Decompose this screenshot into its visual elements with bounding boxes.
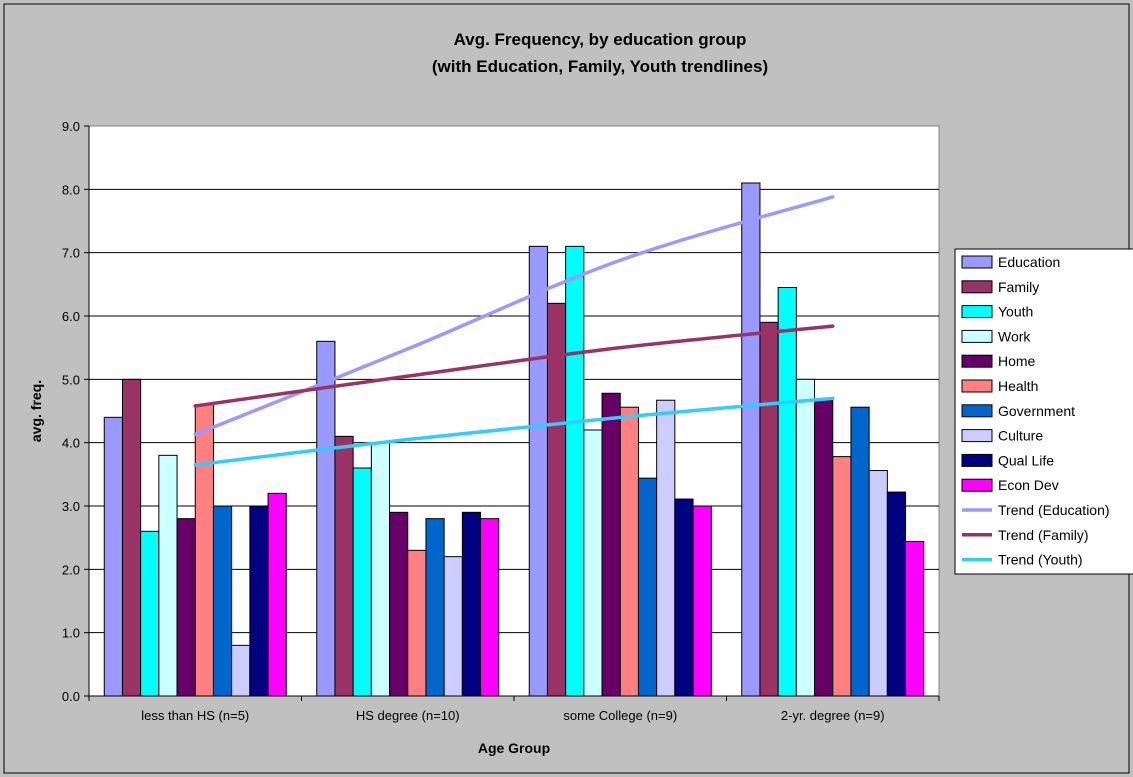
legend-entry: Work (998, 328, 1031, 344)
bar-work (158, 454, 178, 697)
x-tick-label: less than HS (n=5) (141, 708, 249, 723)
bar-home (814, 399, 834, 697)
legend-entry: Government (998, 403, 1075, 419)
bar-econ-dev (267, 492, 287, 697)
bar-youth (565, 245, 585, 697)
bar-culture (443, 556, 463, 697)
bar-qual-life (674, 498, 694, 697)
bar-youth (777, 287, 797, 697)
y-tick-label: 9.0 (62, 119, 80, 134)
y-tick-label: 4.0 (62, 436, 80, 451)
legend-entry: Home (998, 353, 1036, 369)
bar-econ-dev (905, 540, 925, 697)
bar-home (176, 518, 196, 697)
x-tick-labels: less than HS (n=5) HS degree (n=10) some C… (88, 696, 940, 723)
x-tick-label: some College (n=9) (563, 708, 677, 723)
legend-entry: Trend (Youth) (998, 552, 1083, 568)
legend-swatch (961, 478, 993, 492)
bar-family (334, 435, 354, 697)
y-tick-label: 7.0 (62, 246, 80, 261)
legend-entry: Trend (Education) (998, 502, 1110, 518)
bar-education (103, 416, 123, 697)
bar-education (316, 340, 336, 697)
bar-health (194, 404, 214, 697)
trendline-trend-youth (193, 396, 835, 467)
y-tick-label: 5.0 (62, 372, 80, 387)
legend-swatch (961, 255, 993, 269)
bar-government (425, 518, 445, 697)
legend: Education Family Youth Work Home Health Govern… (954, 248, 1133, 575)
bar-family (121, 378, 142, 697)
legend-entry: Health (998, 378, 1038, 394)
y-tick-label: 3.0 (62, 499, 80, 514)
bar-qual-life (886, 491, 907, 697)
bar-government (850, 406, 870, 697)
y-tick-label: 2.0 (62, 562, 80, 577)
bar-youth (352, 467, 372, 697)
trendline-trend-education (193, 195, 835, 437)
legend-entry: Youth (998, 304, 1033, 320)
legend-entry: Trend (Family) (998, 527, 1089, 543)
bar-qual-life (249, 505, 269, 697)
legend-swatch (961, 354, 993, 368)
bar-work (370, 442, 391, 697)
x-tick-label: HS degree (n=10) (356, 708, 460, 723)
legend-entry: Education (998, 254, 1060, 270)
chart-title-line-2: (with Education, Family, Youth trendline… (432, 57, 768, 76)
y-tick-labels: 0.0 1.0 2.0 3.0 4.0 5.0 6.0 7.0 8.0 9.0 (62, 119, 80, 704)
bar-education (528, 245, 548, 697)
bar-culture (231, 644, 251, 697)
bar-health (832, 456, 852, 697)
bar-home (389, 511, 409, 697)
bar-econ-dev (480, 518, 500, 697)
bar-health (407, 549, 427, 697)
bar-econ-dev (692, 505, 712, 697)
trendline-trend-family (193, 324, 835, 408)
chart-title-line-1: Avg. Frequency, by education group (454, 30, 747, 49)
bar-youth (140, 530, 160, 697)
bar-education (741, 182, 761, 697)
legend-swatch (961, 305, 993, 319)
legend-swatch (961, 429, 993, 443)
legend-swatch (961, 404, 993, 418)
bars (103, 182, 925, 697)
bar-health (619, 406, 639, 697)
bar-government (637, 477, 658, 697)
bar-family (546, 302, 567, 697)
legend-entry: Econ Dev (998, 477, 1059, 493)
y-tick-label: 8.0 (62, 182, 80, 197)
bar-work (795, 378, 816, 697)
y-tick-label: 0.0 (62, 689, 80, 704)
legend-entry: Culture (998, 428, 1043, 444)
legend-swatch (961, 329, 993, 343)
y-tick-label: 1.0 (62, 626, 80, 641)
bar-culture (656, 399, 676, 697)
y-tick-label: 6.0 (62, 309, 80, 324)
y-axis-label: avg. freq. (28, 380, 44, 442)
legend-entry: Family (998, 279, 1039, 295)
trendlines (193, 195, 835, 467)
bar-home (601, 392, 621, 697)
bar-work (583, 429, 603, 697)
x-axis-label: Age Group (478, 740, 550, 756)
legend-swatch (961, 453, 993, 467)
x-tick-label: 2-yr. degree (n=9) (781, 708, 885, 723)
legend-entry: Qual Life (998, 452, 1054, 468)
bar-culture (868, 470, 888, 697)
legend-swatch (961, 280, 993, 294)
bar-family (759, 321, 779, 697)
legend-swatch (961, 379, 993, 393)
bar-qual-life (461, 511, 482, 697)
bar-government (212, 505, 233, 697)
